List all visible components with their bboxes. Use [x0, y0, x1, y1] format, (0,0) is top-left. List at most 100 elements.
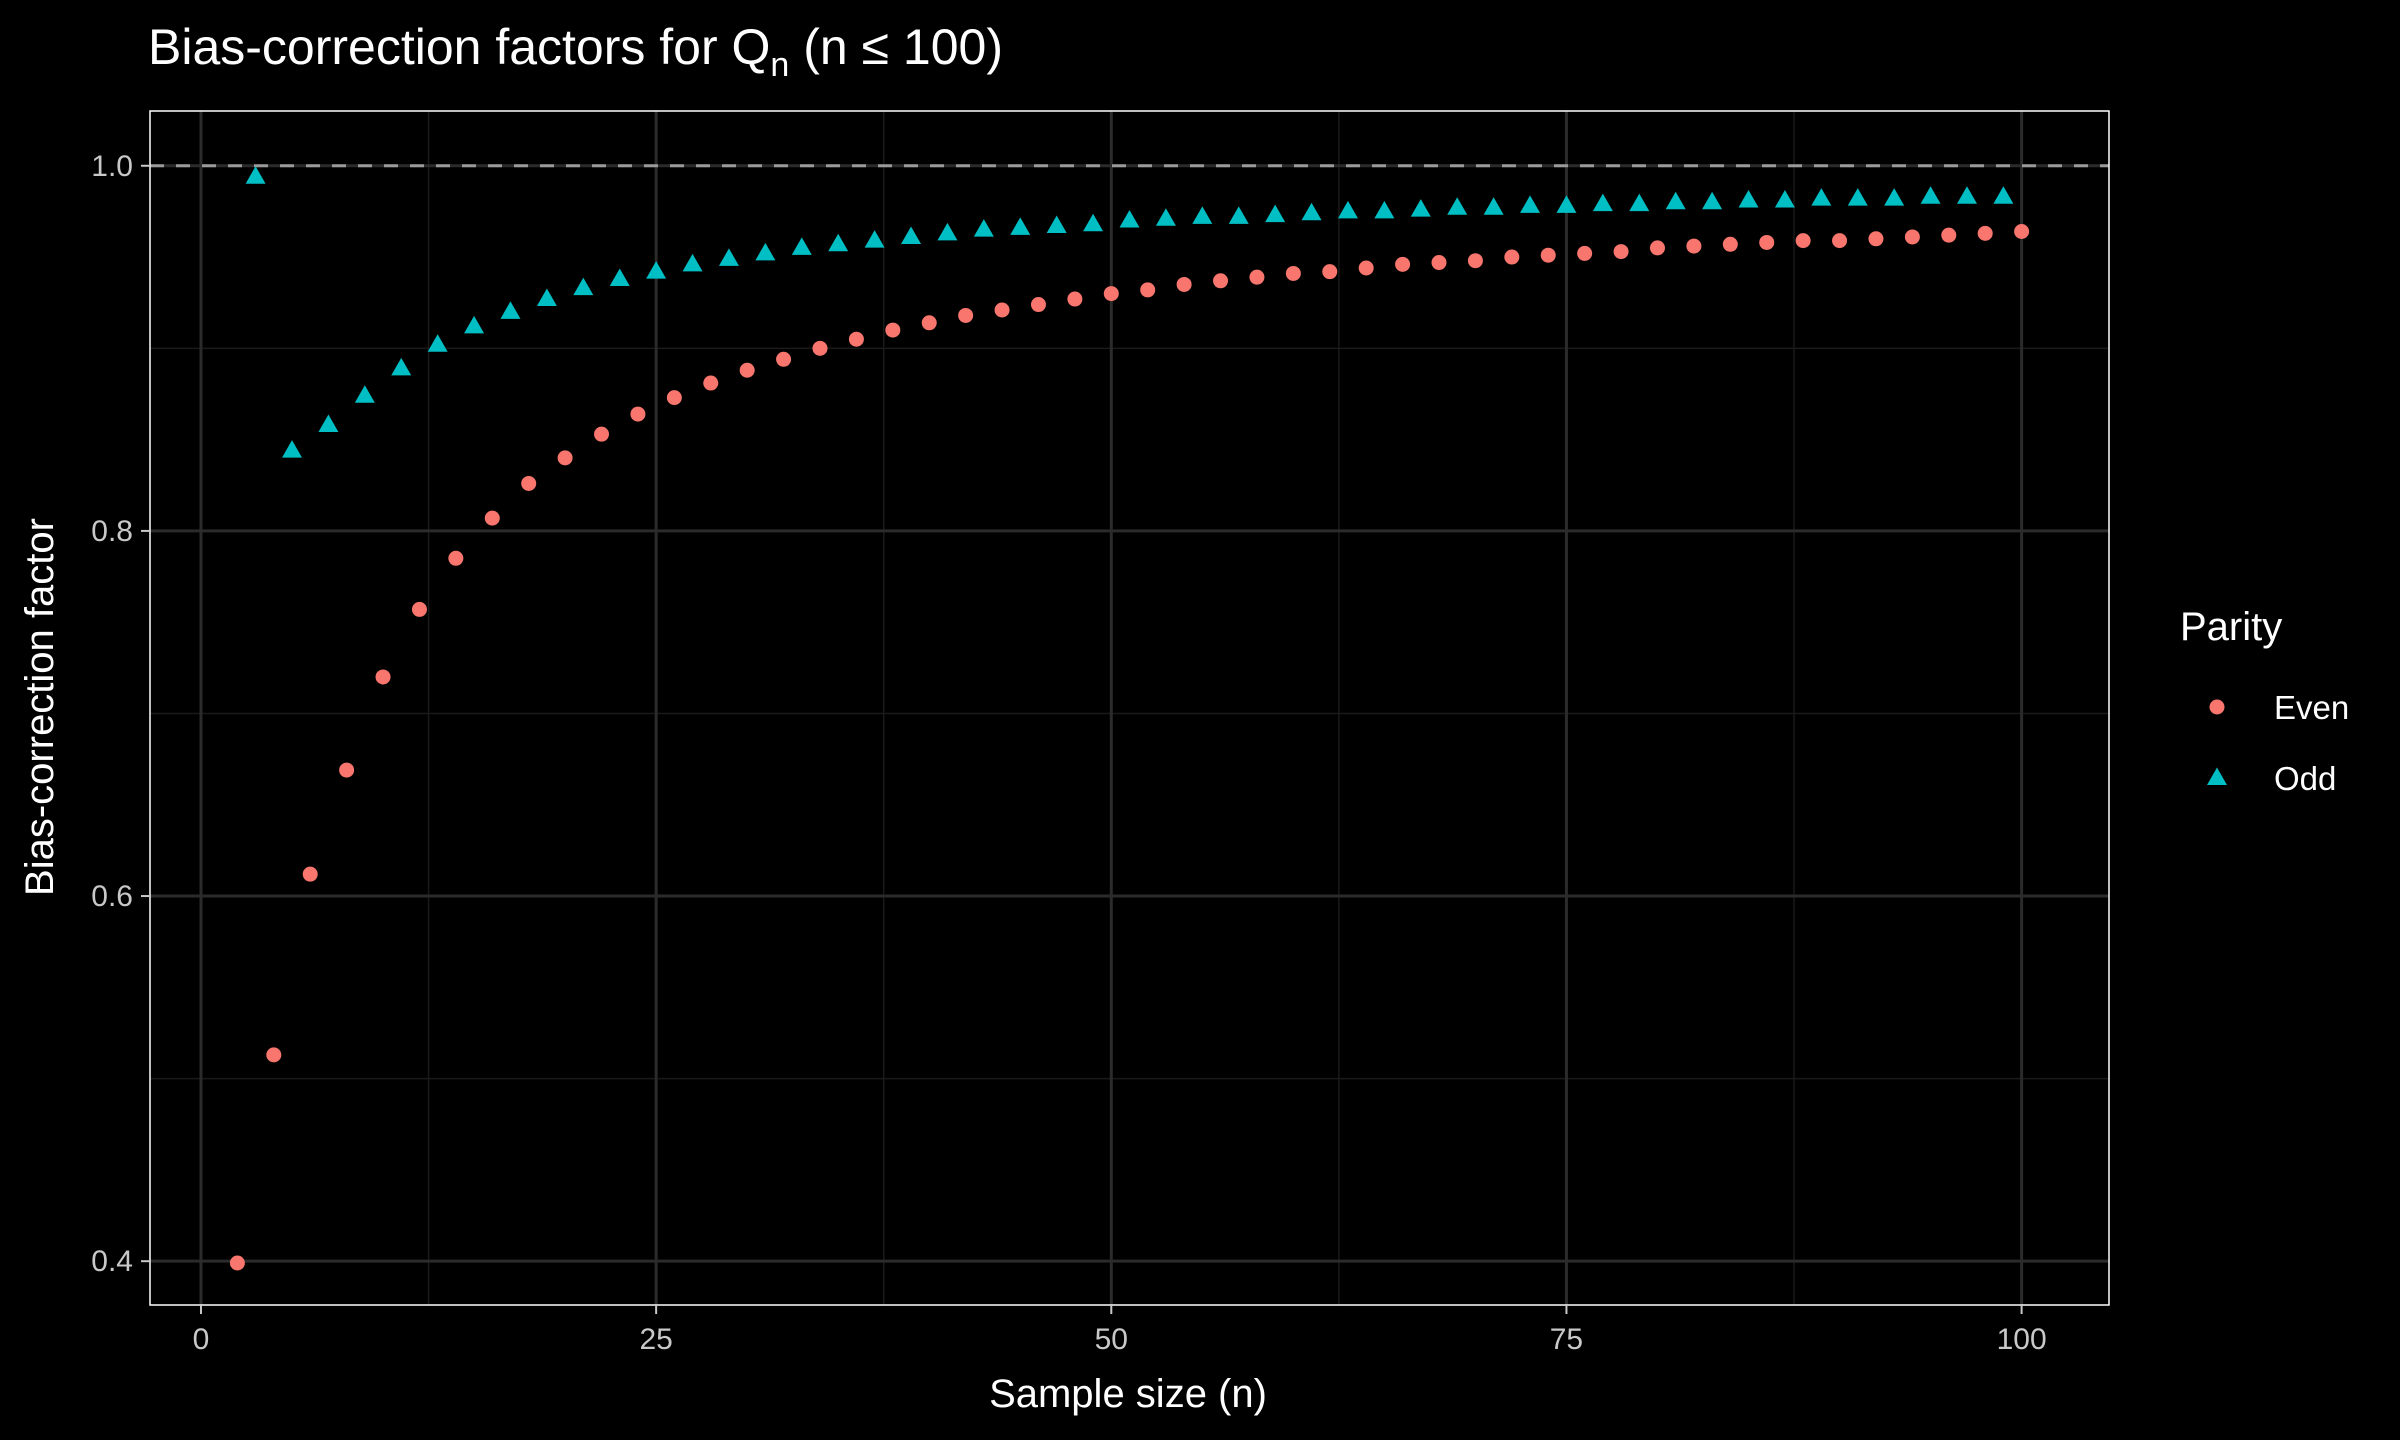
even-point: [302, 866, 318, 882]
odd-point: [1592, 193, 1613, 212]
odd-point: [245, 166, 266, 184]
y-axis-title: Bias-correction factor: [18, 518, 62, 896]
x-tick-label: 100: [1997, 1323, 2047, 1356]
legend-label-odd: Odd: [2274, 760, 2336, 797]
even-point: [994, 302, 1010, 318]
odd-point: [1374, 200, 1395, 219]
even-point: [594, 426, 610, 442]
legend-label-even: Even: [2274, 689, 2349, 726]
odd-point: [864, 230, 885, 248]
even-point: [703, 375, 719, 391]
even-point: [630, 406, 646, 422]
even-point: [1868, 231, 1884, 247]
panel-border: [149, 110, 2110, 1306]
odd-point: [609, 268, 630, 286]
legend-title: Parity: [2180, 605, 2282, 649]
odd-point: [1228, 206, 1249, 224]
even-point: [1030, 297, 1046, 313]
even-point: [666, 390, 682, 406]
even-point: [411, 601, 427, 617]
odd-point: [1010, 217, 1031, 235]
odd-point: [1993, 186, 2014, 204]
odd-point: [1665, 191, 1686, 210]
legend-item-even: Even: [2209, 689, 2349, 726]
minor-gridlines: [150, 111, 2109, 1305]
odd-point: [1702, 191, 1723, 210]
odd-point: [1629, 193, 1650, 212]
even-point: [1140, 282, 1156, 298]
even-point: [739, 362, 755, 378]
even-point: [1795, 233, 1811, 249]
y-tick-label: 0.6: [91, 880, 133, 913]
x-tick-label: 0: [193, 1323, 210, 1356]
even-point: [1067, 291, 1083, 307]
even-point: [1686, 238, 1702, 254]
even-point: [2014, 223, 2030, 239]
chart-title: Bias-correction factors for Qn (n ≤ 100): [148, 19, 1003, 84]
even-point: [812, 340, 828, 356]
odd-point: [1155, 208, 1176, 226]
even-point: [1176, 276, 1192, 292]
odd-point: [391, 357, 412, 376]
odd-point: [427, 334, 448, 352]
series-odd: [245, 166, 2014, 458]
odd-point: [828, 233, 849, 252]
even-point: [521, 475, 537, 491]
x-tick-label: 25: [639, 1323, 672, 1356]
legend: Parity Even Odd: [2180, 605, 2349, 797]
even-point: [1358, 260, 1374, 276]
even-point: [339, 762, 355, 778]
odd-point: [1337, 200, 1358, 219]
even-point: [1285, 265, 1301, 281]
even-point: [1504, 249, 1520, 265]
even-point: [1467, 253, 1483, 269]
odd-point: [536, 288, 557, 307]
odd-point: [1556, 195, 1577, 213]
odd-point: [1447, 197, 1468, 215]
even-point: [1431, 255, 1447, 271]
even-point: [375, 669, 391, 685]
even-point: [1832, 233, 1848, 249]
even-point: [1722, 236, 1738, 252]
odd-point: [1920, 186, 1941, 204]
legend-items: Even Odd: [2207, 689, 2349, 797]
odd-point: [755, 242, 776, 261]
odd-point: [973, 219, 994, 237]
x-axis-title: Sample size (n): [989, 1372, 1267, 1416]
even-point: [1759, 234, 1775, 250]
even-point: [1941, 227, 1957, 243]
odd-point: [1847, 188, 1868, 206]
data-points: [229, 166, 2030, 1271]
odd-point: [1811, 188, 1832, 206]
odd-point: [901, 226, 922, 244]
y-tick-label: 0.4: [91, 1245, 133, 1278]
y-tick-label: 1.0: [91, 150, 133, 183]
odd-point: [718, 248, 739, 266]
even-point: [776, 351, 792, 367]
even-point: [229, 1255, 245, 1271]
series-even: [229, 223, 2030, 1271]
odd-point: [500, 301, 521, 319]
even-point: [958, 307, 974, 323]
odd-point: [1301, 202, 1322, 221]
odd-point: [1774, 189, 1795, 208]
even-point: [1577, 245, 1593, 261]
even-point: [885, 322, 901, 338]
even-point: [1249, 269, 1265, 285]
odd-point: [1956, 186, 1977, 204]
odd-point: [318, 414, 339, 433]
even-point: [1904, 229, 1920, 245]
even-point: [1613, 244, 1629, 260]
odd-point: [1192, 206, 1213, 224]
odd-point: [1738, 189, 1759, 208]
odd-point: [1083, 213, 1104, 232]
legend-item-odd: Odd: [2207, 760, 2336, 797]
odd-point: [791, 237, 812, 255]
odd-point: [646, 261, 667, 279]
even-point: [557, 450, 573, 466]
odd-point: [1884, 188, 1905, 206]
even-point: [1977, 225, 1993, 241]
x-tick-label: 50: [1095, 1323, 1128, 1356]
odd-point: [1483, 197, 1504, 215]
